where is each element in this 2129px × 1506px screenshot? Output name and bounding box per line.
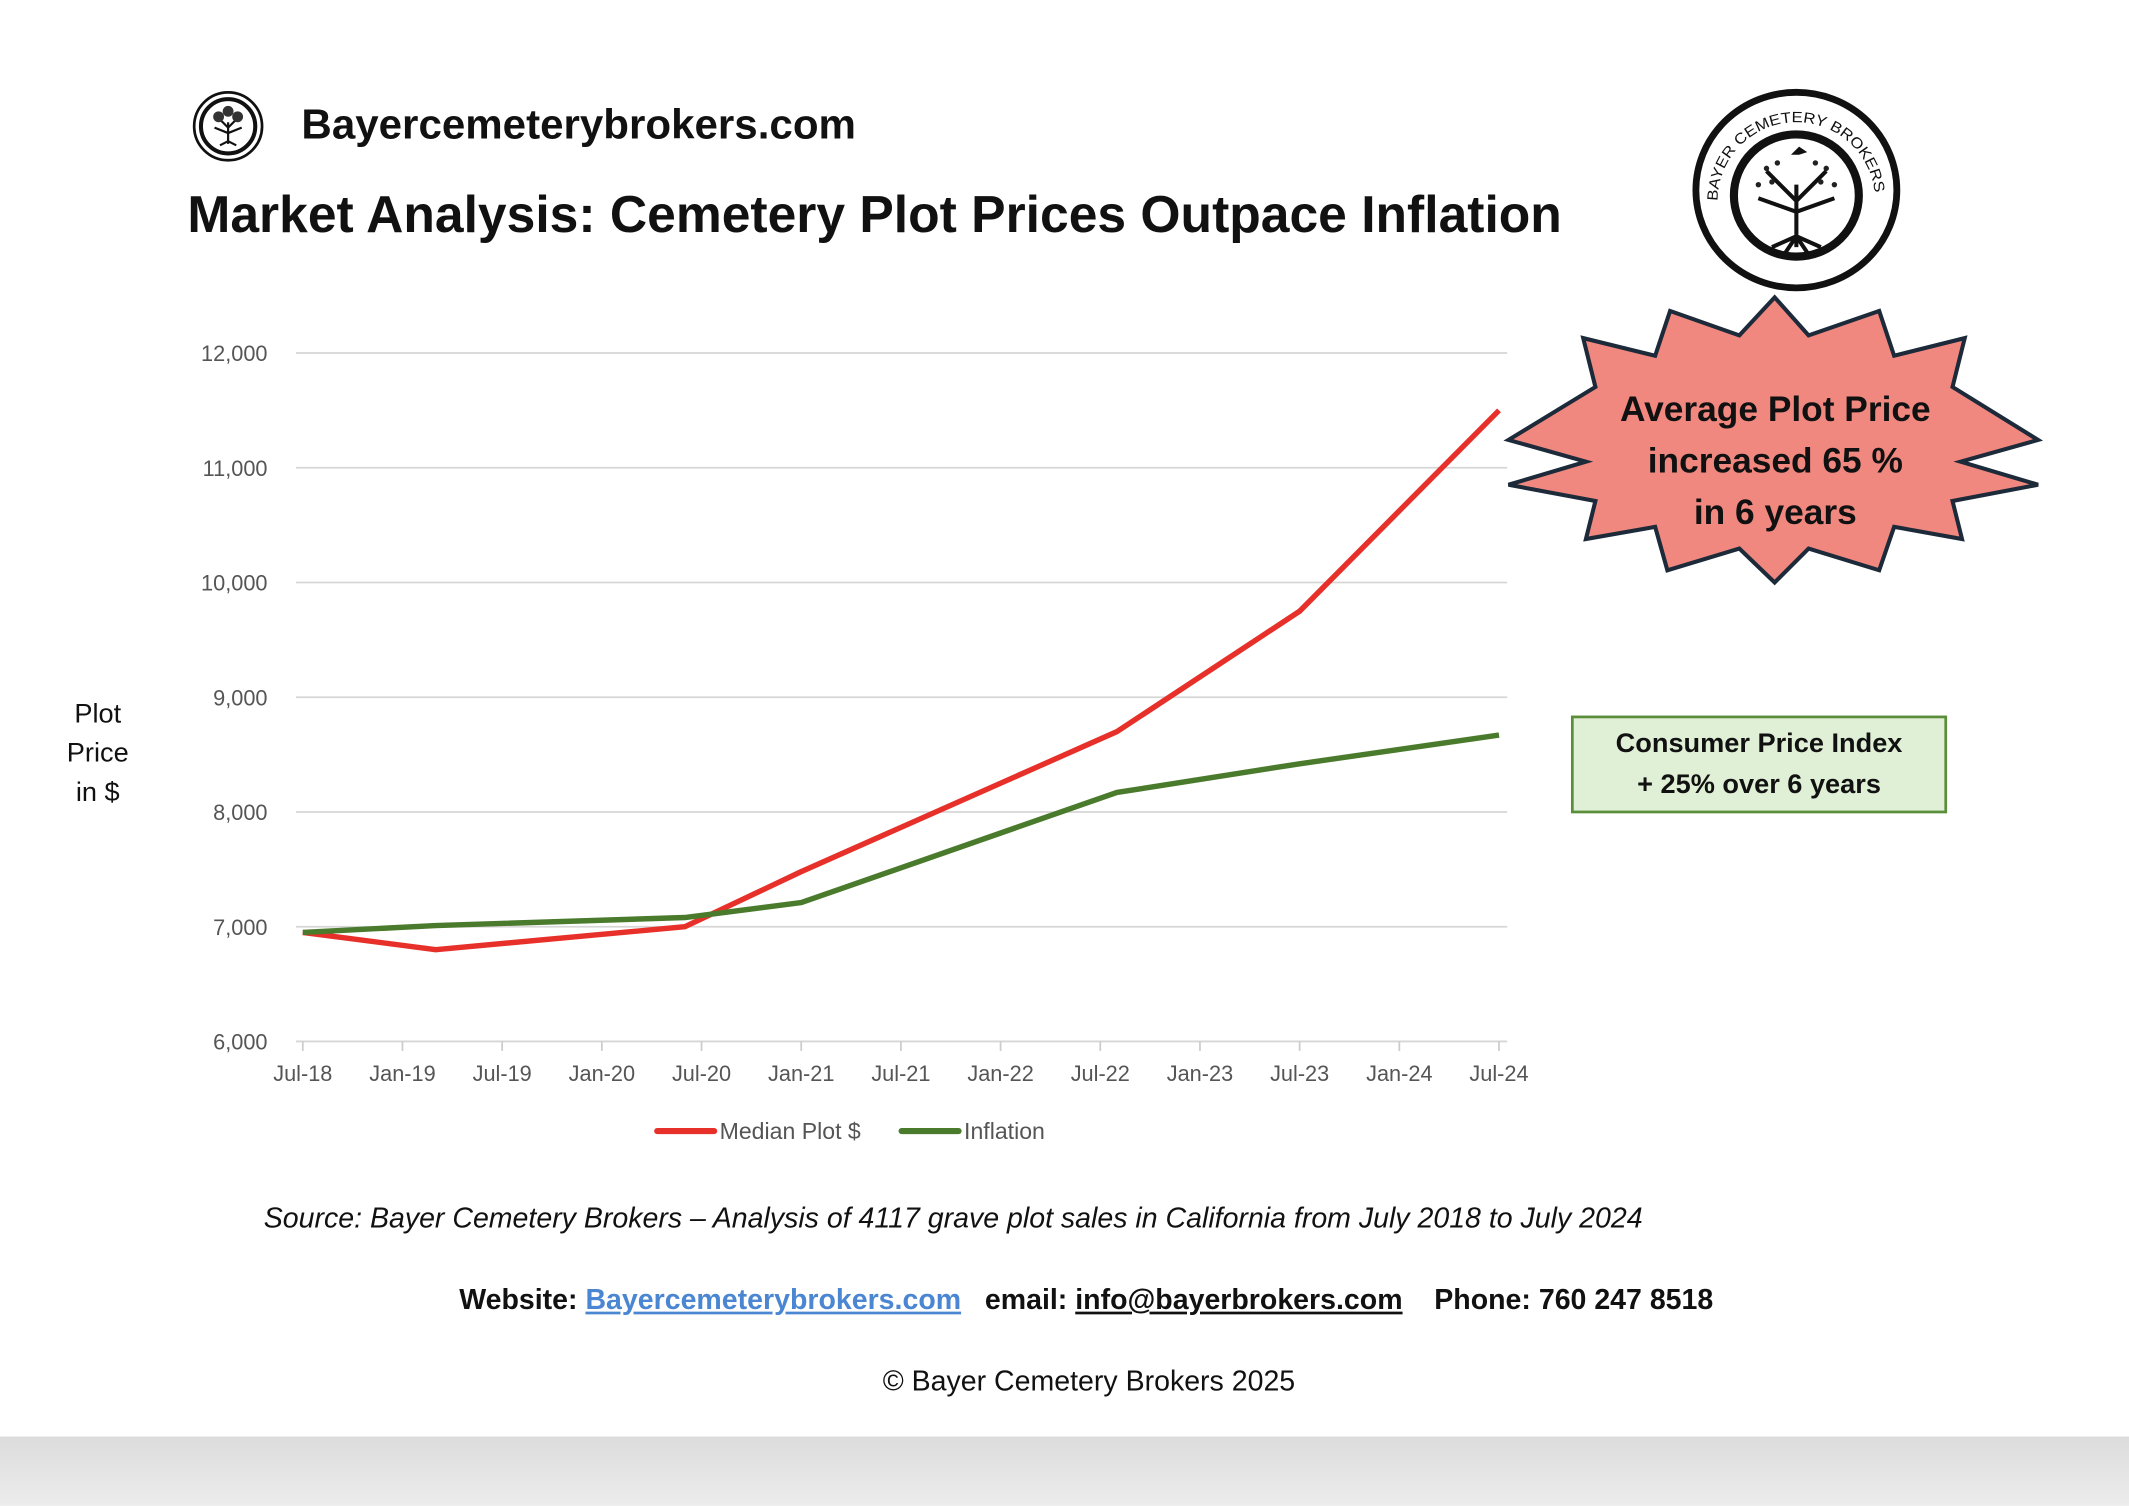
cpi-callout: Consumer Price Index + 25% over 6 years — [1570, 715, 1948, 814]
x-tick-label: Jan-22 — [967, 1061, 1033, 1086]
x-tick-label: Jan-20 — [569, 1061, 635, 1086]
source-note-wrap: Source: Bayer Cemetery Brokers – Analysi… — [212, 1203, 1695, 1236]
x-tick-label: Jul-23 — [1270, 1061, 1329, 1086]
y-tick-label: 8,000 — [213, 800, 267, 825]
contact-line: Website: Bayercemeterybrokers.com email:… — [394, 1284, 1779, 1317]
x-tick-label: Jul-21 — [871, 1061, 930, 1086]
x-tick-label: Jan-23 — [1167, 1061, 1233, 1086]
x-tick-label: Jan-21 — [768, 1061, 834, 1086]
legend-label: Median Plot $ — [720, 1118, 861, 1144]
burst-line: Average Plot Price — [1619, 388, 1931, 430]
cpi-line: Consumer Price Index — [1615, 729, 1903, 760]
y-label-line: Plot — [74, 699, 122, 730]
burst-line: in 6 years — [1693, 491, 1857, 533]
y-tick-label: 12,000 — [201, 341, 267, 366]
copyright: © Bayer Cemetery Brokers 2025 — [882, 1365, 1296, 1398]
y-label-line: Price — [66, 738, 129, 769]
phone-number: 760 247 8518 — [1538, 1284, 1714, 1316]
email-label: email: — [984, 1284, 1068, 1316]
brand-logo-icon: BAYER CEMETERY BROKERS — [1692, 88, 1901, 292]
website-link[interactable]: Bayercemeterybrokers.com — [585, 1284, 962, 1316]
page-title: Market Analysis: Cemetery Plot Prices Ou… — [187, 187, 1562, 245]
y-tick-label: 11,000 — [203, 456, 268, 481]
x-tick-label: Jul-18 — [273, 1061, 332, 1086]
cpi-line: + 25% over 6 years — [1637, 769, 1881, 800]
email-link[interactable]: info@bayerbrokers.com — [1075, 1284, 1403, 1316]
x-tick-label: Jul-24 — [1469, 1061, 1528, 1086]
series-line-inflation — [302, 732, 1500, 936]
phone-label: Phone: — [1434, 1284, 1531, 1316]
y-tick-label: 7,000 — [213, 915, 267, 940]
source-note: Source: Bayer Cemetery Brokers – Analysi… — [263, 1203, 1643, 1235]
site-name: Bayercemeterybrokers.com — [301, 100, 856, 149]
y-tick-label: 9,000 — [213, 685, 267, 710]
contact-line-inner: Website: Bayercemeterybrokers.com email:… — [459, 1284, 1713, 1317]
burst-line: increased 65 % — [1647, 439, 1903, 481]
burst-callout-shape — [1503, 294, 2044, 586]
x-tick-label: Jan-24 — [1366, 1061, 1432, 1086]
site-name-wrap: Bayercemeterybrokers.com — [301, 100, 856, 149]
y-axis-label: Plot Price in $ — [49, 695, 147, 813]
y-tick-label: 6,000 — [213, 1030, 267, 1055]
y-label-line: in $ — [75, 778, 120, 808]
small-logo-icon — [192, 90, 264, 162]
bottom-band — [0, 1436, 2129, 1506]
x-tick-label: Jul-20 — [672, 1061, 731, 1086]
legend-label: Inflation — [964, 1118, 1045, 1144]
website-label: Website: — [459, 1284, 578, 1316]
x-tick-label: Jul-19 — [473, 1061, 532, 1086]
burst-callout-text: Average Plot Price increased 65 % in 6 y… — [1568, 383, 1982, 538]
x-tick-label: Jan-19 — [369, 1061, 435, 1086]
page-title-wrap: Market Analysis: Cemetery Plot Prices Ou… — [187, 187, 1561, 245]
x-tick-label: Jul-22 — [1071, 1061, 1130, 1086]
y-tick-label: 10,000 — [201, 571, 267, 596]
copyright-wrap: © Bayer Cemetery Brokers 2025 — [679, 1366, 1499, 1399]
